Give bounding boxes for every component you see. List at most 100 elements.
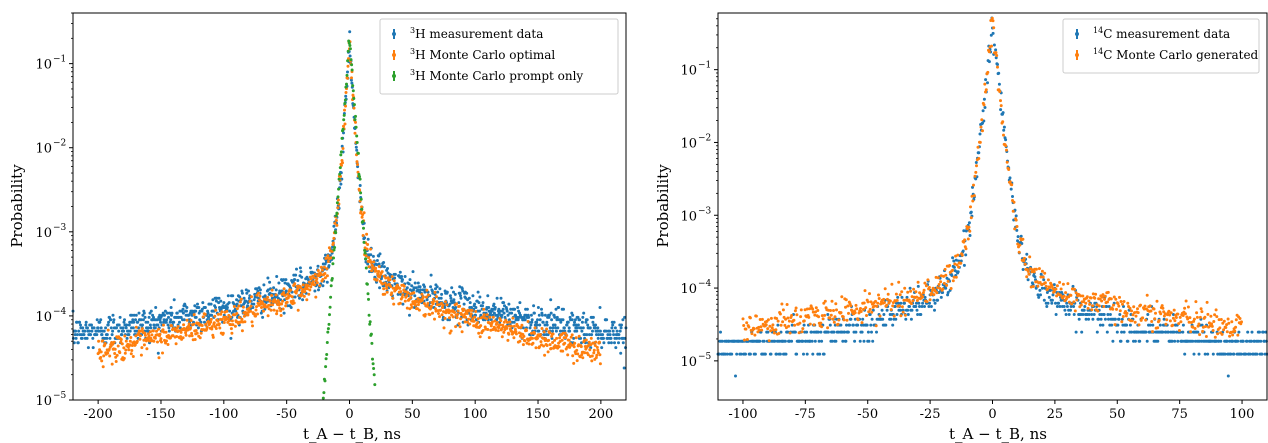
data-point — [530, 320, 534, 324]
data-point — [370, 269, 374, 273]
data-point — [802, 323, 806, 327]
data-point — [1222, 328, 1226, 332]
data-point — [982, 103, 986, 107]
data-point — [550, 318, 554, 322]
data-point — [230, 319, 234, 323]
data-point — [608, 329, 612, 333]
data-point — [594, 356, 598, 360]
data-point — [342, 113, 346, 117]
data-point — [535, 320, 539, 324]
data-point — [554, 326, 558, 330]
data-point — [1153, 317, 1157, 321]
data-point — [1128, 323, 1132, 327]
data-point — [967, 225, 971, 229]
data-point — [811, 310, 815, 314]
data-point — [1172, 330, 1176, 334]
data-point — [425, 288, 429, 292]
data-point — [252, 298, 256, 302]
data-point — [1090, 313, 1094, 316]
data-point — [987, 60, 991, 64]
data-point — [325, 280, 329, 284]
data-point — [359, 191, 363, 195]
data-point — [962, 263, 966, 267]
data-point — [443, 306, 447, 309]
data-point — [770, 326, 774, 330]
data-point — [360, 207, 364, 211]
data-point — [358, 188, 362, 192]
data-point — [997, 82, 1001, 86]
data-point — [167, 329, 171, 333]
data-point — [981, 129, 984, 133]
data-point — [380, 270, 384, 274]
legend-label: 3H Monte Carlo prompt only — [410, 68, 583, 83]
data-point — [900, 295, 904, 299]
data-point — [1052, 283, 1056, 287]
data-point — [112, 340, 116, 344]
data-point — [487, 306, 491, 309]
data-point — [246, 304, 250, 308]
data-point — [231, 294, 235, 298]
data-point — [250, 295, 253, 299]
data-point — [859, 310, 863, 313]
data-point — [505, 320, 509, 324]
data-point — [382, 287, 386, 291]
data-point — [826, 308, 830, 312]
data-point — [372, 373, 376, 377]
data-point — [502, 301, 506, 305]
data-point — [365, 282, 369, 286]
data-point — [1177, 322, 1181, 326]
data-point — [109, 318, 113, 322]
data-point — [909, 317, 913, 321]
data-point — [283, 293, 287, 297]
data-point — [383, 292, 387, 296]
data-point — [894, 317, 898, 321]
data-point — [1055, 305, 1059, 308]
data-point — [493, 306, 497, 309]
data-point — [972, 183, 975, 187]
data-point — [185, 318, 189, 322]
data-point — [1055, 294, 1059, 298]
data-point — [523, 318, 527, 322]
data-point — [303, 290, 307, 294]
data-point — [753, 333, 757, 337]
data-point — [328, 305, 332, 309]
data-point — [502, 330, 506, 334]
data-point — [149, 309, 153, 313]
data-point — [367, 297, 370, 301]
data-point — [409, 296, 413, 299]
data-point — [529, 323, 533, 327]
data-point — [1112, 303, 1115, 307]
data-point — [1130, 309, 1133, 313]
data-point — [495, 296, 499, 300]
data-point — [498, 309, 502, 313]
data-point — [362, 226, 365, 230]
data-point — [91, 336, 95, 340]
data-point — [327, 264, 331, 268]
data-point — [429, 304, 433, 308]
data-point — [591, 329, 594, 333]
data-point — [518, 334, 522, 338]
data-point — [568, 345, 572, 349]
data-point — [401, 293, 405, 297]
data-point — [416, 303, 420, 307]
data-point — [367, 265, 371, 269]
data-point — [124, 348, 128, 352]
data-point — [976, 145, 980, 149]
data-point — [1041, 275, 1045, 279]
data-point — [936, 276, 940, 280]
data-point — [895, 313, 899, 316]
data-point — [230, 331, 234, 335]
data-point — [384, 276, 388, 280]
data-point — [346, 76, 349, 80]
data-point — [853, 311, 857, 315]
data-point — [492, 302, 496, 306]
data-point — [598, 353, 602, 357]
data-point — [1136, 311, 1140, 315]
data-point — [115, 326, 118, 330]
data-point — [1125, 323, 1129, 327]
data-point — [1061, 282, 1065, 286]
data-point — [840, 295, 844, 299]
data-point — [820, 339, 824, 343]
data-point — [968, 229, 972, 233]
